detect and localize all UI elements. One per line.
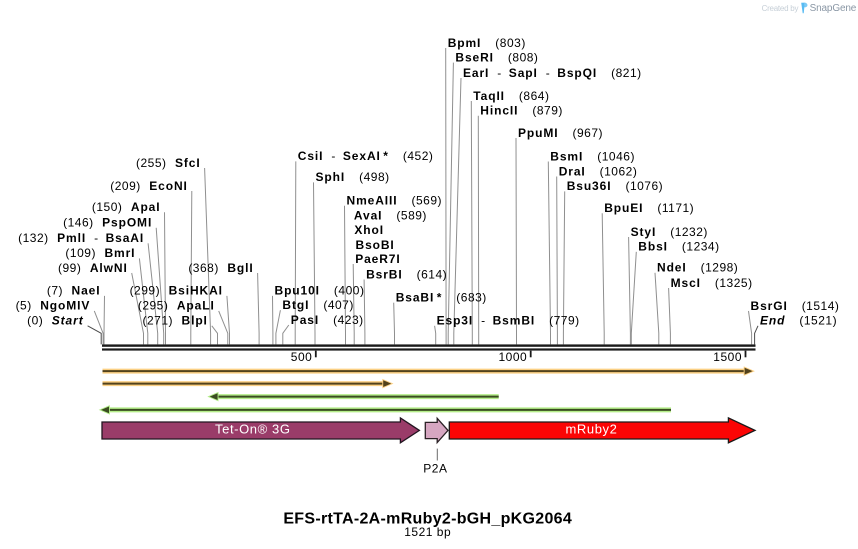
svg-text:(5)NgoMIV: (5) NgoMIV [16,299,91,313]
svg-text:BbsI(1234): BbsI (1234) [638,240,719,254]
svg-text:(146)PspOMI: (146) PspOMI [63,216,152,230]
svg-text:AvaI(589): AvaI (589) [354,209,427,223]
svg-text:P2A: P2A [423,461,447,475]
svg-text:BtgI(407): BtgI (407) [282,298,353,312]
svg-text:1500: 1500 [713,350,742,364]
svg-text:(132)PmlI-BsaAI: (132) PmlI - BsaAI [18,231,144,245]
svg-text:BsrBI(614): BsrBI (614) [366,267,447,281]
svg-text:Created by: Created by [762,4,799,13]
svg-text:NmeAIII(569): NmeAIII (569) [347,194,443,208]
svg-text:(0)Start: (0) Start [27,314,84,328]
svg-text:(299)BsiHKAI: (299) BsiHKAI [130,284,223,298]
svg-text:500: 500 [291,350,313,364]
svg-text:BsaBI*(683): BsaBI * (683) [396,291,487,305]
svg-text:(7)NaeI: (7) NaeI [47,284,101,298]
svg-text:PpuMI(967): PpuMI (967) [518,126,603,140]
svg-text:(150)ApaI: (150) ApaI [92,200,161,214]
svg-text:Bpu10I(400): Bpu10I (400) [275,284,365,298]
svg-text:1000: 1000 [498,350,527,364]
svg-text:BsoBI: BsoBI [356,238,395,252]
svg-text:BsrGI(1514): BsrGI (1514) [751,299,840,313]
svg-text:StyI(1232): StyI (1232) [631,225,708,239]
svg-text:BsmI(1046): BsmI (1046) [550,149,635,163]
svg-text:EFS-rtTA-2A-mRuby2-bGH_pKG2064: EFS-rtTA-2A-mRuby2-bGH_pKG2064 [283,510,572,527]
svg-text:Esp3I-BsmBI(779): Esp3I - BsmBI (779) [437,314,580,328]
svg-text:SphI(498): SphI (498) [316,170,390,184]
svg-text:(295)ApaLI: (295) ApaLI [138,299,215,313]
svg-text:HincII(879): HincII (879) [480,104,563,118]
svg-text:(255)SfcI: (255) SfcI [136,156,201,170]
svg-text:DraI(1062): DraI (1062) [559,164,638,178]
svg-text:BpuEI(1171): BpuEI (1171) [604,201,694,215]
svg-text:1521 bp: 1521 bp [404,525,451,539]
svg-text:CsiI-SexAI*(452): CsiI - SexAI * (452) [298,149,434,163]
svg-text:End(1521): End (1521) [760,314,837,328]
svg-text:NdeI(1298): NdeI (1298) [657,261,738,275]
svg-text:MscI(1325): MscI (1325) [671,276,753,290]
svg-text:PasI(423): PasI (423) [291,313,364,327]
svg-text:Tet-On® 3G: Tet-On® 3G [215,422,291,437]
svg-text:SnapGene: SnapGene [810,3,857,14]
svg-text:EarI-SapI-BspQI(821): EarI - SapI - BspQI (821) [463,66,642,80]
svg-text:XhoI: XhoI [354,223,384,237]
svg-text:(271)BlpI: (271) BlpI [143,314,208,328]
svg-text:TaqII(864): TaqII (864) [473,89,549,103]
svg-text:mRuby2: mRuby2 [565,422,617,437]
svg-text:(99)AlwNI: (99) AlwNI [58,261,128,275]
svg-text:PaeR7I: PaeR7I [355,252,400,266]
svg-text:(368)BglI: (368) BglI [188,261,253,275]
svg-text:Bsu36I(1076): Bsu36I (1076) [567,179,663,193]
svg-text:(209)EcoNI: (209) EcoNI [110,179,188,193]
svg-text:BpmI(803): BpmI (803) [448,36,526,50]
svg-text:BseRI(808): BseRI (808) [455,50,538,64]
svg-text:(109)BmrI: (109) BmrI [65,246,135,260]
